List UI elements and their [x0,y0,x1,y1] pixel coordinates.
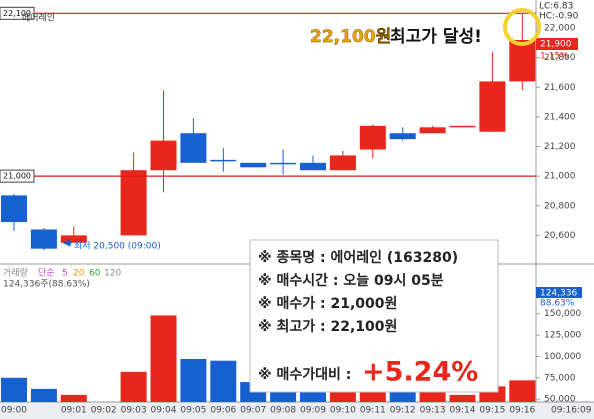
volume-bar [300,390,326,402]
low-note: 최저 20,500 (09:00) [74,241,161,252]
info-line: ※ 최고가 : 22,100원 [258,319,397,335]
x-tick-label: 09:12 [390,406,416,416]
y-tick-label: 100,000 [544,352,581,362]
candle-body [449,125,476,128]
info-line: ※ 종목명 : 에어레인 (163280) [258,249,458,266]
volume-bar [30,388,57,402]
low-arrow [62,239,72,247]
info-line: ※ 매수가 : 21,000원 [258,296,397,312]
candle-body [1,195,27,223]
y-tick-label: 21,400 [544,112,576,122]
info-gain-label: ※ 매수가대비 : [258,367,351,383]
candle-body [329,155,356,171]
volume-bar [210,360,237,402]
x-tick-label: 09:10 [330,406,356,416]
candle-body [210,159,237,162]
x-tick-label: 09:09 [300,406,326,416]
volume-info: 124,336주(88.63%) [3,279,90,290]
callout-text: 최고가 달성! [390,26,482,47]
candle-body [389,133,416,140]
x-tick-label: 09:11 [360,406,386,416]
ma-label: 단순 [38,268,55,279]
high-highlight [503,8,541,46]
price-line-box [0,6,35,20]
x-tick-label: 09:15 [479,406,505,416]
candle-body [479,81,506,132]
volume-bar [1,377,27,402]
y-tick-label: 21,000 [544,172,576,182]
volume-bar [270,390,297,402]
ma-period: 60 [89,269,101,279]
last-change: 1.15% [540,52,569,62]
volume-ratio: 88.63% [540,299,575,309]
candle-body [180,133,207,163]
y-tick-label: 50,000 [544,395,576,405]
marks: 22,000 21,800 21,600 21,400 21,200 21,000 20,8… [0,6,581,416]
x-tick-label: 09:13 [420,406,446,416]
volume-bar [120,371,147,402]
x-tick-label: 09:03 [121,406,147,416]
x-tick-label: 09:05 [180,406,206,416]
x-tick-label: 09:14 [450,406,476,416]
info-box [249,239,499,393]
x-tick-label: 09:00 [1,406,27,416]
candle-body [60,235,87,243]
candle-body [270,162,297,165]
current-time: 09:16:09 [551,406,592,416]
info-line: ※ 매수시간 : 오늘 09시 05분 [258,272,444,289]
candle-body [30,229,57,249]
y-tick-label: 20,800 [544,201,576,211]
volume-last: 124,336 [540,289,577,299]
candle-body [359,125,386,150]
x-tick-label: 09:07 [240,406,266,416]
last-price: 21,900 [540,40,572,50]
candle-body [240,162,267,168]
ma-period: 5 [62,269,68,279]
lc: LC:6.83 [539,2,573,12]
x-tick-label: 09:04 [151,406,177,416]
stock-name: 에어레인 [22,13,55,24]
last-price-box [536,38,578,50]
candle-body [120,170,147,236]
hc: HC:-0.90 [539,12,579,22]
candle-body [150,140,177,171]
x-tick-label: 09:06 [210,406,236,416]
volume-bar [449,394,476,402]
y-tick-label: 21,600 [544,83,576,93]
volume-bar [389,392,416,402]
volume-bar [419,392,446,402]
price-line-label: 22,100 [3,9,31,18]
callout-price: 22,100원 [310,27,391,47]
volume-label: 거래량 [3,267,28,279]
candle-body [300,162,326,171]
y-tick-label: 150,000 [544,309,581,319]
x-tick-label: 09:16 [509,406,535,416]
volume-last-box [536,287,582,298]
price-line-label: 21,000 [3,172,31,181]
price-line-box [0,169,35,183]
ma-period: 120 [104,269,121,279]
volume-bar [150,315,177,402]
candle-body [419,127,446,134]
x-tick-label: 09:08 [270,406,296,416]
ma-period: 20 [73,269,85,279]
y-tick-label: 22,000 [544,24,576,34]
candle-body [509,39,536,82]
x-tick-label: 09:01 [61,406,87,416]
y-tick-label: 75,000 [544,373,576,383]
info-gain: +5.24% [362,357,478,388]
y-tick-label: 21,800 [544,53,576,63]
y-tick-label: 20,600 [544,231,576,241]
x-tick-label: 09:02 [91,406,117,416]
y-tick-label: 21,200 [544,142,576,152]
volume-bar [509,380,536,402]
volume-bar [60,394,87,402]
y-tick-label: 125,000 [544,331,581,341]
x-axis-band [0,402,594,419]
volume-bar [180,358,207,402]
